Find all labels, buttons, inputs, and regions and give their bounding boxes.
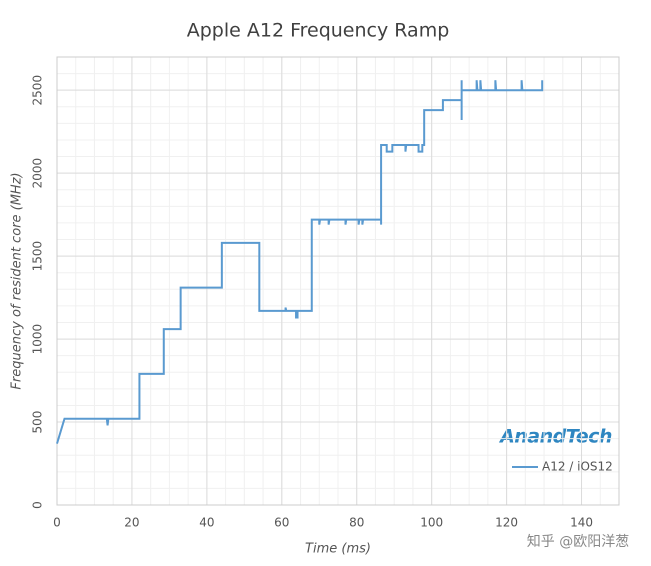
x-tick-label: 80 [349, 516, 364, 530]
watermark: 知乎 @欧阳洋葱 [527, 533, 629, 550]
x-tick-label: 0 [53, 516, 61, 530]
y-tick-label: 1000 [31, 324, 45, 355]
x-tick-label: 140 [570, 516, 593, 530]
x-tick-label: 20 [124, 516, 139, 530]
line-series [56, 80, 544, 444]
plot-border [56, 56, 620, 506]
x-tick-label: 100 [420, 516, 443, 530]
y-tick-label: 500 [31, 411, 45, 434]
y-axis-label: Frequency of resident core (MHz) [10, 172, 25, 389]
chart-title: Apple A12 Frequency Ramp [187, 20, 450, 42]
legend-label: A12 / iOS12 [542, 460, 613, 474]
x-tick-label: 40 [199, 516, 214, 530]
x-axis-label: Time (ms) [305, 542, 371, 557]
y-tick-label: 2500 [31, 75, 45, 106]
y-tick-label: 0 [31, 501, 45, 509]
x-tick-label: 120 [495, 516, 518, 530]
y-tick-label: 1500 [31, 241, 45, 272]
x-tick-label: 60 [274, 516, 289, 530]
logo: AnandTech [498, 426, 612, 448]
y-tick-label: 2000 [31, 158, 45, 189]
